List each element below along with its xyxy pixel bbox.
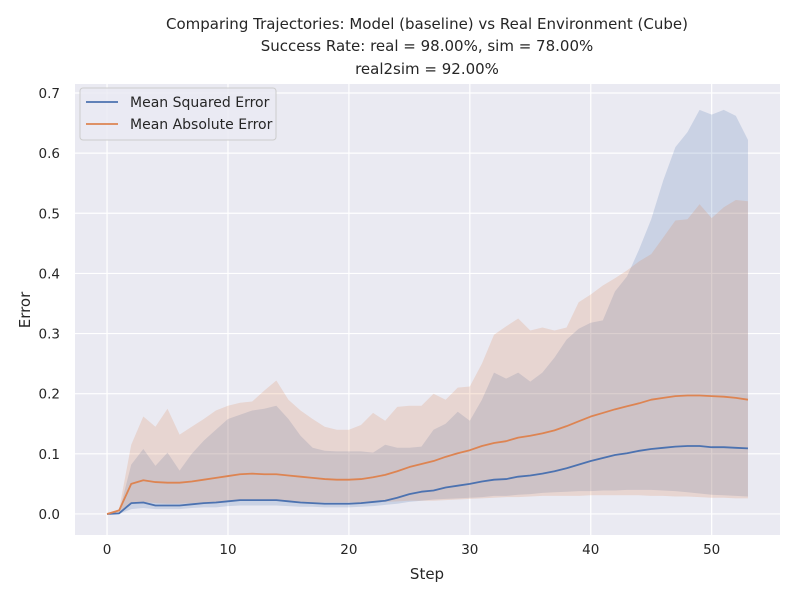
y-tick-label: 0.6	[39, 146, 60, 162]
x-axis-label: Step	[410, 565, 444, 583]
x-tick-label: 10	[219, 542, 236, 558]
series-line-0	[107, 445, 748, 515]
series-lines	[106, 394, 749, 515]
plot-area	[75, 84, 780, 535]
chart-subtitle-line3: real2sim = 92.00%	[355, 60, 499, 78]
y-tick-label: 0.4	[39, 266, 60, 282]
y-tick-label: 0.0	[39, 507, 60, 523]
x-tick-label: 40	[582, 542, 599, 558]
x-tick-label: 0	[103, 542, 112, 558]
chart-subtitle-line2: Success Rate: real = 98.00%, sim = 78.00…	[261, 37, 594, 55]
legend: Mean Squared Error Mean Absolute Error	[79, 87, 277, 141]
grid	[75, 84, 780, 535]
error-band-0	[107, 109, 748, 514]
y-axis-ticks: 0.0 0.1 0.2 0.3 0.4 0.5 0.6 0.7	[39, 86, 60, 523]
y-axis-label: Error	[16, 291, 34, 328]
x-tick-label: 30	[461, 542, 478, 558]
y-tick-label: 0.1	[39, 447, 60, 463]
x-axis-ticks: 0 10 20 30 40 50	[103, 542, 721, 558]
legend-label-mse: Mean Squared Error	[130, 95, 270, 111]
legend-label-mae: Mean Absolute Error	[130, 117, 273, 133]
y-tick-label: 0.7	[39, 86, 60, 102]
x-tick-label: 50	[703, 542, 720, 558]
error-bands	[107, 109, 748, 514]
error-band-1	[107, 200, 748, 514]
y-tick-label: 0.5	[39, 206, 60, 222]
y-tick-label: 0.2	[39, 387, 60, 403]
series-line-1	[106, 394, 749, 515]
x-tick-label: 20	[340, 542, 357, 558]
legend-box	[79, 87, 277, 141]
chart-title: Comparing Trajectories: Model (baseline)…	[166, 15, 688, 33]
y-tick-label: 0.3	[39, 327, 60, 343]
